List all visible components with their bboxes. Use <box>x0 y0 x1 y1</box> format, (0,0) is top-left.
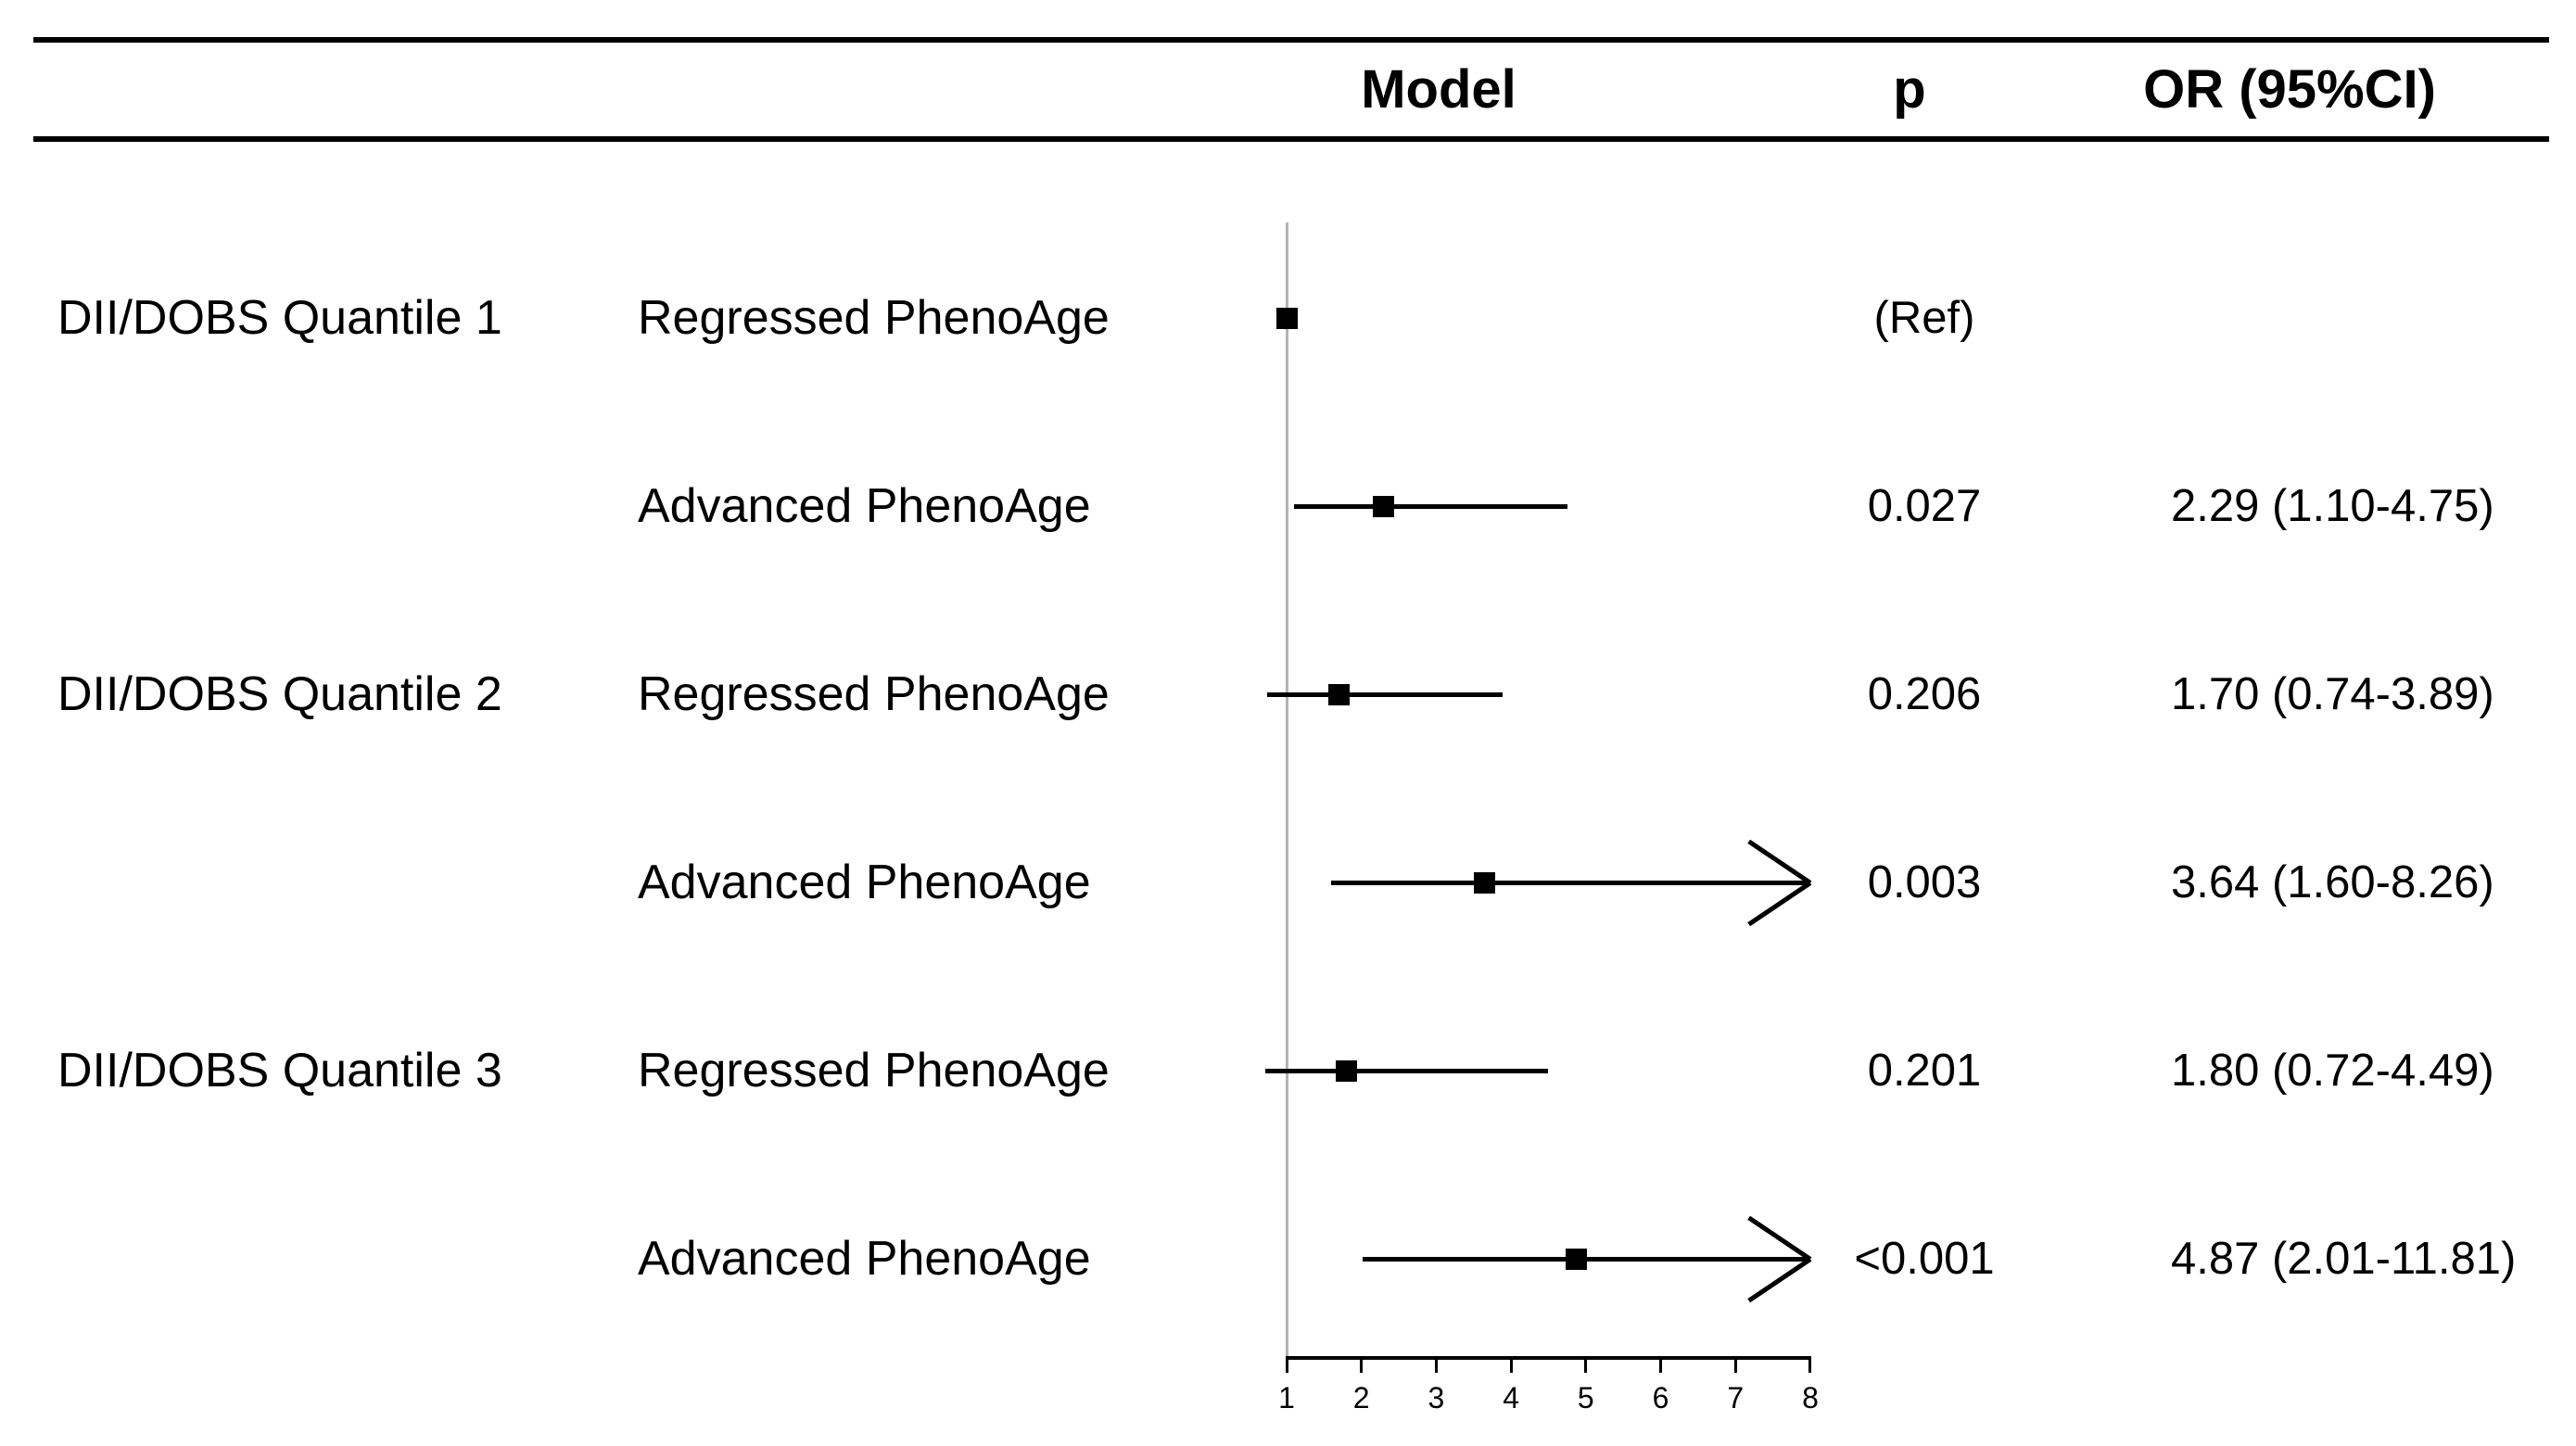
x-axis-tick-label: 1 <box>1278 1381 1295 1414</box>
x-axis-tick-label: 8 <box>1802 1381 1819 1414</box>
or-marker <box>1336 1059 1358 1082</box>
model-label: Regressed PhenoAge <box>638 291 1110 345</box>
x-axis-tick <box>1808 1356 1812 1373</box>
model-label: Regressed PhenoAge <box>638 667 1110 721</box>
p-value: 0.027 <box>1867 481 1982 531</box>
ci-line <box>1267 691 1504 697</box>
p-value: 0.206 <box>1867 669 1982 719</box>
group-label: DII/DOBS Quantile 1 <box>57 291 502 345</box>
table-rule-mid <box>33 136 2549 142</box>
or-marker <box>1275 307 1298 329</box>
model-label: Advanced PhenoAge <box>638 1232 1091 1286</box>
p-value: 0.201 <box>1867 1046 1982 1096</box>
reference-line <box>1285 222 1288 1358</box>
or-marker <box>1327 683 1350 705</box>
x-axis-tick <box>1509 1356 1513 1373</box>
p-value: <0.001 <box>1854 1234 1995 1284</box>
x-axis-tick <box>1285 1356 1288 1373</box>
ci-line <box>1294 503 1567 509</box>
model-label: Regressed PhenoAge <box>638 1044 1110 1097</box>
p-value: (Ref) <box>1873 293 1975 343</box>
x-axis-tick <box>1584 1356 1588 1373</box>
group-label: DII/DOBS Quantile 2 <box>57 667 502 721</box>
ci-line <box>1265 1068 1548 1073</box>
or-marker <box>1565 1248 1587 1270</box>
column-header-p: p <box>1893 59 1926 120</box>
or-ci-value: 4.87 (2.01-11.81) <box>2171 1234 2517 1284</box>
x-axis-tick-label: 3 <box>1428 1381 1445 1414</box>
table-rule-top <box>33 37 2549 43</box>
or-marker <box>1372 495 1394 517</box>
group-label: DII/DOBS Quantile 3 <box>57 1044 502 1097</box>
or-ci-value: 1.80 (0.72-4.49) <box>2171 1046 2494 1096</box>
x-axis-tick <box>1360 1356 1364 1373</box>
or-marker <box>1473 871 1495 894</box>
x-axis-tick <box>1733 1356 1737 1373</box>
x-axis-tick <box>1434 1356 1438 1373</box>
x-axis-tick-label: 4 <box>1503 1381 1520 1414</box>
ci-line <box>1331 880 1810 885</box>
model-label: Advanced PhenoAge <box>638 856 1091 909</box>
x-axis-tick <box>1659 1356 1663 1373</box>
or-ci-value: 3.64 (1.60-8.26) <box>2171 857 2494 907</box>
model-label: Advanced PhenoAge <box>638 479 1091 533</box>
x-axis-tick-label: 6 <box>1652 1381 1669 1414</box>
column-header-or: OR (95%CI) <box>2143 59 2436 120</box>
x-axis-tick-label: 5 <box>1577 1381 1594 1414</box>
x-axis-line <box>1285 1356 1812 1360</box>
column-header-model: Model <box>1361 59 1516 120</box>
or-ci-value: 2.29 (1.10-4.75) <box>2171 481 2494 531</box>
x-axis-tick-label: 2 <box>1352 1381 1370 1414</box>
x-axis-tick-label: 7 <box>1727 1381 1745 1414</box>
or-ci-value: 1.70 (0.74-3.89) <box>2171 669 2494 719</box>
p-value: 0.003 <box>1867 857 1982 907</box>
